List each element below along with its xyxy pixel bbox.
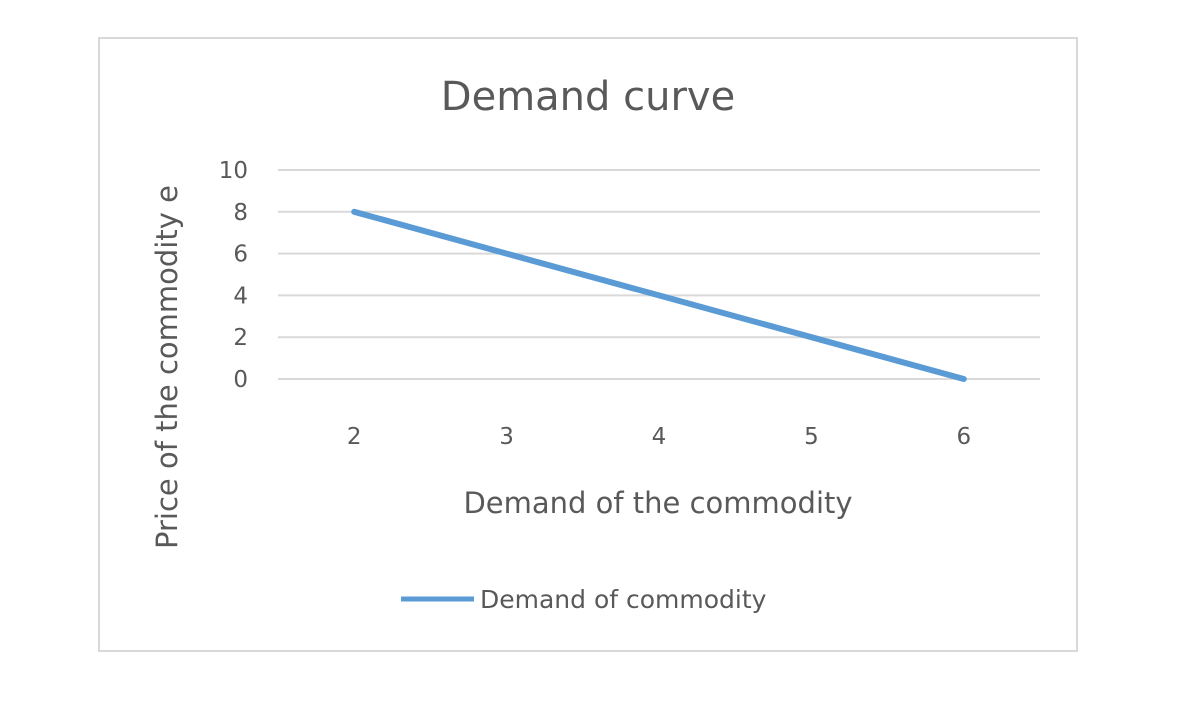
y-tick-label: 0 bbox=[233, 367, 248, 393]
y-tick-labels: 0 2 4 6 8 10 bbox=[219, 158, 248, 393]
series-line-demand-of-commodity bbox=[351, 208, 967, 382]
y-tick-label: 10 bbox=[219, 158, 248, 184]
gridlines bbox=[278, 169, 1040, 380]
chart-title: Demand curve bbox=[441, 74, 735, 120]
x-tick-labels: 2 3 4 5 6 bbox=[347, 424, 971, 450]
legend: Demand of commodity bbox=[401, 585, 767, 614]
x-tick-label: 5 bbox=[804, 424, 819, 450]
y-tick-label: 8 bbox=[233, 200, 248, 226]
x-tick-label: 4 bbox=[652, 424, 667, 450]
y-axis-label: Price of the commodity e bbox=[150, 185, 184, 549]
x-tick-label: 2 bbox=[347, 424, 362, 450]
y-tick-label: 2 bbox=[233, 325, 248, 351]
x-axis-label: Demand of the commodity bbox=[463, 486, 852, 520]
x-tick-label: 6 bbox=[956, 424, 971, 450]
chart-frame bbox=[98, 37, 1078, 652]
legend-label: Demand of commodity bbox=[480, 585, 767, 614]
y-tick-label: 4 bbox=[233, 283, 248, 309]
y-tick-label: 6 bbox=[233, 242, 248, 268]
series-layer bbox=[351, 208, 967, 382]
x-tick-label: 3 bbox=[499, 424, 514, 450]
